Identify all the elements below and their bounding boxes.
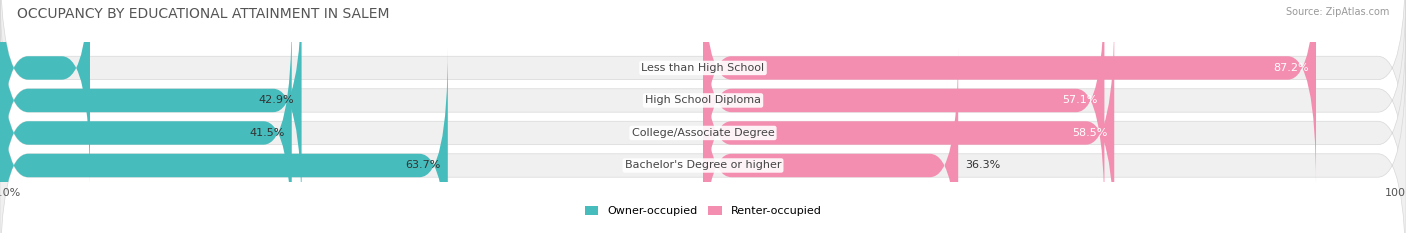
FancyBboxPatch shape xyxy=(703,0,1316,186)
FancyBboxPatch shape xyxy=(0,0,1406,186)
Text: 57.1%: 57.1% xyxy=(1062,96,1098,106)
Text: 58.5%: 58.5% xyxy=(1071,128,1108,138)
Text: 100.0%: 100.0% xyxy=(1385,188,1406,198)
Text: Less than High School: Less than High School xyxy=(641,63,765,73)
FancyBboxPatch shape xyxy=(0,0,301,219)
Legend: Owner-occupied, Renter-occupied: Owner-occupied, Renter-occupied xyxy=(581,202,825,221)
FancyBboxPatch shape xyxy=(703,0,1105,219)
FancyBboxPatch shape xyxy=(0,15,292,233)
Text: 100.0%: 100.0% xyxy=(0,188,21,198)
Text: 36.3%: 36.3% xyxy=(966,161,1001,171)
FancyBboxPatch shape xyxy=(703,15,1115,233)
FancyBboxPatch shape xyxy=(703,47,959,233)
Text: College/Associate Degree: College/Associate Degree xyxy=(631,128,775,138)
Text: Source: ZipAtlas.com: Source: ZipAtlas.com xyxy=(1285,7,1389,17)
FancyBboxPatch shape xyxy=(0,0,90,186)
FancyBboxPatch shape xyxy=(0,47,1406,233)
Text: 87.2%: 87.2% xyxy=(1274,63,1309,73)
Text: Bachelor's Degree or higher: Bachelor's Degree or higher xyxy=(624,161,782,171)
FancyBboxPatch shape xyxy=(0,47,449,233)
Text: 41.5%: 41.5% xyxy=(249,128,284,138)
FancyBboxPatch shape xyxy=(0,0,1406,219)
Text: OCCUPANCY BY EDUCATIONAL ATTAINMENT IN SALEM: OCCUPANCY BY EDUCATIONAL ATTAINMENT IN S… xyxy=(17,7,389,21)
Text: 42.9%: 42.9% xyxy=(259,96,295,106)
FancyBboxPatch shape xyxy=(0,15,1406,233)
Text: High School Diploma: High School Diploma xyxy=(645,96,761,106)
Text: 63.7%: 63.7% xyxy=(405,161,441,171)
